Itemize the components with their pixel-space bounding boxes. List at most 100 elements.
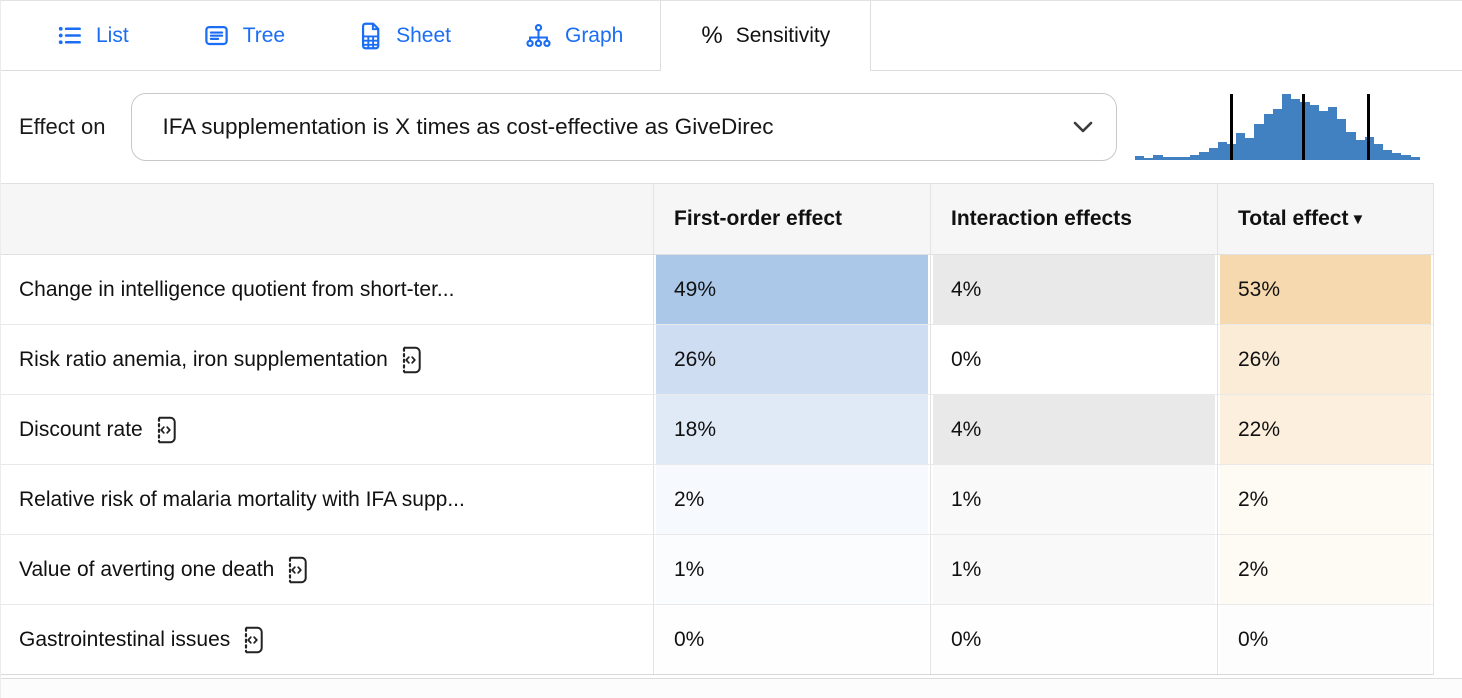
histogram-bar <box>1401 155 1411 160</box>
histogram-bar <box>1309 104 1319 160</box>
histogram-bar <box>1392 153 1402 160</box>
row-label: Discount rate <box>19 417 143 441</box>
row-label: Relative risk of malaria mortality with … <box>19 487 465 511</box>
row-label: Change in intelligence quotient from sho… <box>19 277 455 301</box>
table-row[interactable]: Value of averting one death 1% 1% 2% <box>1 535 1433 605</box>
cell-interaction-effects: 1% <box>930 535 1217 604</box>
variable-reference-icon[interactable] <box>239 625 265 655</box>
histogram-bar <box>1144 158 1154 160</box>
histogram-bar <box>1355 140 1365 160</box>
histogram-bar <box>1171 157 1181 160</box>
effect-on-label: Effect on <box>19 114 106 139</box>
histogram-bar <box>1217 141 1227 160</box>
table-row[interactable]: Discount rate 18% 4% 22% <box>1 395 1433 465</box>
cell-first-order-effect: 49% <box>653 255 930 324</box>
cell-first-order-effect: 26% <box>653 325 930 394</box>
header-first-order-effect[interactable]: First-order effect <box>653 184 930 254</box>
cell-first-order-effect: 0% <box>653 605 930 674</box>
histogram-bar <box>1346 132 1356 160</box>
table-row[interactable]: Gastrointestinal issues 0% 0% 0% <box>1 605 1433 675</box>
histogram-bars <box>1135 94 1420 160</box>
percentile-marker-line <box>1367 94 1371 160</box>
percentile-marker-line <box>1302 94 1305 160</box>
row-label: Value of averting one death <box>19 557 275 581</box>
cell-total-effect: 2% <box>1217 465 1433 534</box>
variable-reference-icon[interactable] <box>397 345 423 375</box>
histogram-bar <box>1282 94 1292 160</box>
percent-icon: % <box>701 22 723 49</box>
cell-total-effect: 53% <box>1217 255 1433 324</box>
cell-total-effect: 2% <box>1217 535 1433 604</box>
tree-icon <box>203 22 230 49</box>
table-row[interactable]: Risk ratio anemia, iron supplementation … <box>1 325 1433 395</box>
row-label-cell: Gastrointestinal issues <box>1 605 653 674</box>
tab-label: Tree <box>242 23 286 47</box>
histogram-bar <box>1135 156 1145 160</box>
next-panel-edge <box>1 678 1462 698</box>
histogram-bar <box>1199 152 1209 160</box>
effect-on-select[interactable]: IFA supplementation is X times as cost-e… <box>131 93 1117 161</box>
row-label-cell: Value of averting one death <box>1 535 653 604</box>
graph-icon <box>525 22 552 49</box>
histogram-bar <box>1236 132 1246 160</box>
tab-sensitivity[interactable]: % Sensitivity <box>660 1 872 71</box>
histogram-bar <box>1291 99 1301 160</box>
tab-sheet[interactable]: Sheet <box>322 1 488 70</box>
header-interaction-effects[interactable]: Interaction effects <box>930 184 1217 254</box>
histogram-bar <box>1318 111 1328 160</box>
cell-interaction-effects: 1% <box>930 465 1217 534</box>
histogram-bar <box>1208 148 1218 160</box>
effect-on-row: Effect on IFA supplementation is X times… <box>1 71 1462 183</box>
cell-interaction-effects: 4% <box>930 255 1217 324</box>
variable-reference-icon[interactable] <box>283 555 309 585</box>
row-label-cell: Discount rate <box>1 395 653 464</box>
tab-label: Graph <box>564 23 624 47</box>
view-tabbar: List Tree Sheet Graph% Sensitivity <box>1 1 1462 71</box>
row-label: Gastrointestinal issues <box>19 627 231 651</box>
tab-tree[interactable]: Tree <box>166 1 322 70</box>
sort-descending-icon: ▼ <box>1350 210 1366 228</box>
row-label-cell: Relative risk of malaria mortality with … <box>1 465 653 534</box>
histogram-bar <box>1263 114 1273 160</box>
histogram-bar <box>1153 155 1163 160</box>
outcome-distribution-histogram <box>1135 94 1420 160</box>
tab-graph[interactable]: Graph <box>488 1 660 70</box>
cell-first-order-effect: 2% <box>653 465 930 534</box>
cell-total-effect: 22% <box>1217 395 1433 464</box>
list-icon <box>56 22 83 49</box>
cell-first-order-effect: 1% <box>653 535 930 604</box>
cell-interaction-effects: 0% <box>930 605 1217 674</box>
cell-interaction-effects: 0% <box>930 325 1217 394</box>
row-label-cell: Change in intelligence quotient from sho… <box>1 255 653 324</box>
histogram-bar <box>1254 123 1264 160</box>
sensitivity-table: First-order effect Interaction effects T… <box>1 183 1434 675</box>
effect-on-selected-value: IFA supplementation is X times as cost-e… <box>162 114 774 139</box>
cell-first-order-effect: 18% <box>653 395 930 464</box>
cell-total-effect: 0% <box>1217 605 1433 674</box>
histogram-bar <box>1337 119 1347 160</box>
row-label: Risk ratio anemia, iron supplementation <box>19 347 388 371</box>
histogram-bar <box>1383 150 1393 160</box>
cell-total-effect: 26% <box>1217 325 1433 394</box>
histogram-bar <box>1373 144 1384 160</box>
tab-label: List <box>96 23 129 47</box>
table-header-row: First-order effect Interaction effects T… <box>1 184 1433 255</box>
variable-reference-icon[interactable] <box>152 415 178 445</box>
row-label-cell: Risk ratio anemia, iron supplementation <box>1 325 653 394</box>
percentile-marker-line <box>1230 94 1234 160</box>
histogram-bar <box>1162 156 1172 160</box>
chevron-down-icon <box>1072 120 1094 134</box>
histogram-bar <box>1410 156 1420 160</box>
table-row[interactable]: Relative risk of malaria mortality with … <box>1 465 1433 535</box>
sheet-icon <box>359 22 383 50</box>
cell-interaction-effects: 4% <box>930 395 1217 464</box>
header-total-effect[interactable]: Total effect ▼ <box>1217 184 1433 254</box>
histogram-bar <box>1327 107 1338 160</box>
histogram-bar <box>1245 138 1255 160</box>
table-body: Change in intelligence quotient from sho… <box>1 255 1433 675</box>
histogram-bar <box>1180 156 1191 160</box>
tab-list[interactable]: List <box>19 1 166 70</box>
table-row[interactable]: Change in intelligence quotient from sho… <box>1 255 1433 325</box>
tab-label: Sensitivity <box>735 24 831 47</box>
